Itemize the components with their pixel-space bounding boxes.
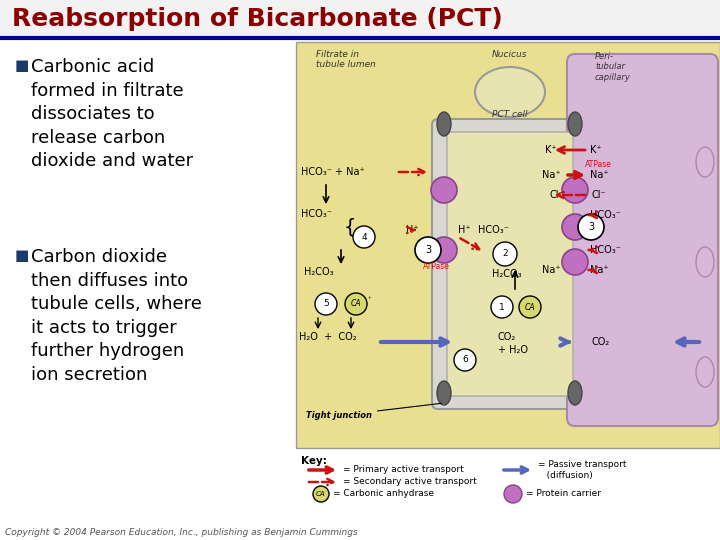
FancyBboxPatch shape (0, 0, 720, 38)
Circle shape (454, 349, 476, 371)
Text: PCT cell: PCT cell (492, 110, 528, 119)
Text: ■: ■ (15, 58, 30, 73)
Text: 4: 4 (361, 233, 366, 241)
Text: Reabsorption of Bicarbonate (PCT): Reabsorption of Bicarbonate (PCT) (12, 7, 503, 31)
Text: Tight junction: Tight junction (306, 403, 441, 420)
Text: 3: 3 (425, 245, 431, 255)
Text: CO₂: CO₂ (498, 332, 516, 342)
Text: 2: 2 (502, 249, 508, 259)
Text: = Secondary active transport: = Secondary active transport (343, 477, 477, 487)
Ellipse shape (475, 67, 545, 117)
Text: Cl⁻: Cl⁻ (592, 190, 607, 200)
Text: H⁺: H⁺ (406, 225, 418, 235)
Text: Cl⁻: Cl⁻ (550, 190, 564, 200)
Text: ATPase: ATPase (585, 160, 612, 169)
Text: 1: 1 (499, 302, 505, 312)
Text: H⁺: H⁺ (458, 225, 471, 235)
Text: 5: 5 (323, 300, 329, 308)
Text: = Passive transport
   (diffusion): = Passive transport (diffusion) (538, 460, 626, 480)
Text: K⁺: K⁺ (590, 145, 602, 155)
Text: Copyright © 2004 Pearson Education, Inc., publishing as Benjamin Cummings: Copyright © 2004 Pearson Education, Inc.… (5, 528, 358, 537)
Ellipse shape (568, 112, 582, 136)
Text: Na⁺: Na⁺ (542, 265, 561, 275)
Text: 6: 6 (462, 355, 468, 364)
Circle shape (519, 296, 541, 318)
Text: 3: 3 (588, 222, 594, 232)
Ellipse shape (696, 247, 714, 277)
Text: H₂O  +  CO₂: H₂O + CO₂ (299, 332, 356, 342)
Circle shape (315, 293, 337, 315)
Circle shape (431, 237, 457, 263)
Text: = Carbonic anhydrase: = Carbonic anhydrase (333, 489, 434, 498)
FancyBboxPatch shape (296, 42, 720, 448)
Text: ATPase: ATPase (423, 262, 449, 271)
Circle shape (562, 249, 588, 275)
Text: CA: CA (525, 302, 535, 312)
Text: = Primary active transport: = Primary active transport (343, 465, 464, 475)
Ellipse shape (696, 357, 714, 387)
Circle shape (431, 177, 457, 203)
Text: Key:: Key: (301, 456, 327, 466)
Ellipse shape (568, 381, 582, 405)
Text: Peri-
tubular
capillary: Peri- tubular capillary (595, 52, 631, 82)
Text: H₂CO₃: H₂CO₃ (492, 269, 521, 279)
Text: {: { (344, 218, 356, 237)
Text: ⁺: ⁺ (368, 297, 372, 303)
Circle shape (562, 214, 588, 240)
Text: CA: CA (316, 491, 326, 497)
FancyBboxPatch shape (567, 54, 718, 426)
Text: Na⁺: Na⁺ (590, 170, 608, 180)
Circle shape (504, 485, 522, 503)
Circle shape (415, 237, 441, 263)
Text: Carbon dioxide
then diffuses into
tubule cells, where
it acts to trigger
further: Carbon dioxide then diffuses into tubule… (31, 248, 202, 384)
FancyBboxPatch shape (447, 132, 573, 396)
Text: K⁺: K⁺ (545, 145, 557, 155)
Circle shape (562, 177, 588, 203)
Text: HCO₃⁻: HCO₃⁻ (590, 210, 621, 220)
Circle shape (313, 486, 329, 502)
Text: CO₂: CO₂ (592, 337, 611, 347)
Text: Na⁺: Na⁺ (590, 265, 608, 275)
Text: HCO₃⁻: HCO₃⁻ (590, 245, 621, 255)
Text: Filtrate in
tubule lumen: Filtrate in tubule lumen (316, 50, 376, 70)
Text: CA: CA (351, 300, 361, 308)
Circle shape (491, 296, 513, 318)
Text: Na⁺: Na⁺ (542, 170, 561, 180)
Circle shape (578, 214, 604, 240)
Text: + H₂O: + H₂O (498, 345, 528, 355)
Text: Nucicus: Nucicus (492, 50, 528, 59)
Circle shape (493, 242, 517, 266)
FancyBboxPatch shape (432, 119, 588, 409)
Ellipse shape (437, 381, 451, 405)
Text: = Protein carrier: = Protein carrier (526, 489, 601, 498)
Ellipse shape (437, 112, 451, 136)
Circle shape (353, 226, 375, 248)
Text: HCO₃⁻ + Na⁺: HCO₃⁻ + Na⁺ (301, 167, 365, 177)
Circle shape (345, 293, 367, 315)
Text: Carbonic acid
formed in filtrate
dissociates to
release carbon
dioxide and water: Carbonic acid formed in filtrate dissoci… (31, 58, 193, 171)
Ellipse shape (696, 147, 714, 177)
Text: HCO₃⁻: HCO₃⁻ (301, 209, 332, 219)
Text: ■: ■ (15, 248, 30, 263)
Text: H₂CO₃: H₂CO₃ (304, 267, 333, 277)
Text: HCO₃⁻: HCO₃⁻ (478, 225, 509, 235)
